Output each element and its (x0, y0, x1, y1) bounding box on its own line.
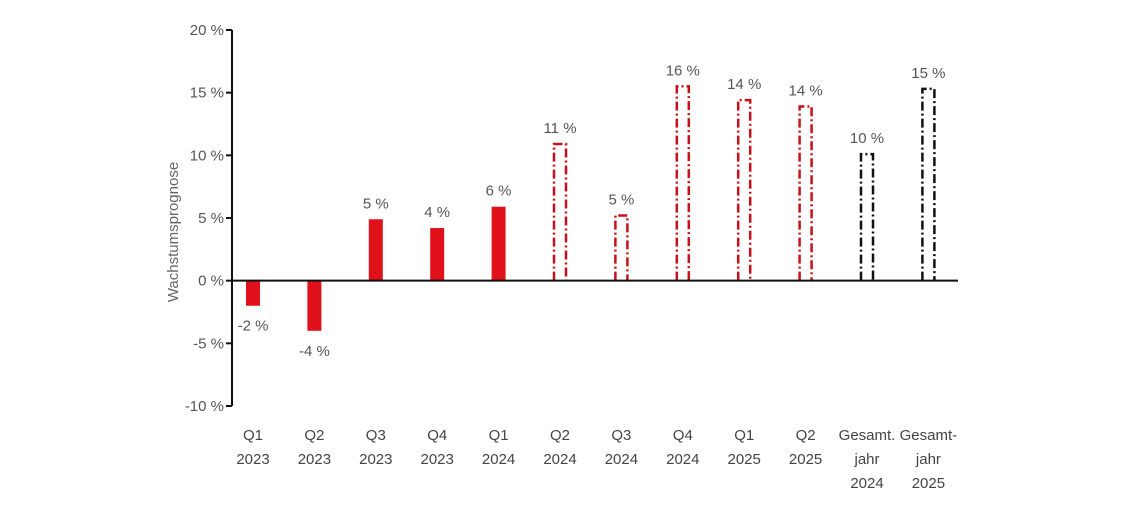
y-tick-label: 15 % (190, 85, 224, 102)
bar (246, 280, 260, 306)
bar (491, 206, 506, 281)
y-tick-label: 5 % (198, 210, 224, 227)
data-label: 14 % (727, 76, 761, 93)
y-tick-label: 20 % (190, 22, 224, 39)
y-axis: 20 % 15 % 10 % 5 % 0 % -5 % -10 % (185, 22, 233, 415)
data-label: 6 % (486, 183, 512, 200)
x-tick-label: Q2 2024 (543, 427, 576, 468)
x-tick-label: Q1 2023 (236, 427, 269, 468)
data-label: 11 % (543, 120, 576, 137)
data-label: 14 % (788, 82, 822, 99)
data-labels: -2 % -4 % 5 % 4 % 6 % 11 % 5 % 16 % 14 % 14 % 10 %… (238, 62, 946, 359)
x-tick-label: Q4 2023 (421, 427, 454, 468)
x-tick-label: Q3 2024 (605, 427, 638, 468)
x-tick-label: Q2 2023 (298, 427, 331, 468)
x-tick-label: Gesamt-jahr 2025 (900, 427, 958, 492)
data-label: 16 % (666, 62, 700, 79)
x-tick-label: Q2 2025 (789, 427, 822, 468)
y-tick-label: 10 % (190, 147, 224, 164)
y-tick-label: -5 % (193, 335, 224, 352)
bar (307, 280, 322, 331)
x-tick-label: Gesamt. jahr 2024 (839, 427, 896, 492)
data-label: 5 % (363, 195, 389, 212)
data-label: 10 % (850, 130, 884, 147)
data-label: -4 % (299, 343, 330, 360)
y-axis-title: Wachstumsprognose (165, 162, 182, 302)
bar (430, 228, 445, 281)
data-label: 5 % (608, 191, 634, 208)
bar-forecast (798, 105, 813, 281)
data-label: -2 % (238, 318, 269, 335)
bar-forecast (552, 142, 568, 281)
x-tick-label: Q1 2025 (728, 427, 761, 468)
data-label: 4 % (424, 204, 450, 221)
x-tick-label: Q3 2023 (359, 427, 392, 468)
bar-forecast (675, 85, 691, 281)
x-tick-label: Q4 2024 (666, 427, 699, 468)
y-tick-label: 0 % (198, 273, 224, 290)
x-tick-label: Q1 2024 (482, 427, 515, 468)
x-axis: Q1 2023 Q2 2023 Q3 2023 Q4 2023 Q1 2024 Q2 2024 Q3 20… (232, 279, 958, 492)
bar-forecast (859, 152, 875, 281)
bar-forecast (921, 87, 936, 281)
bar-forecast (614, 214, 629, 281)
data-label: 15 % (911, 65, 945, 82)
y-tick-label: -10 % (185, 398, 224, 415)
bar-forecast (736, 98, 752, 281)
bars (246, 85, 936, 331)
bar (368, 219, 383, 281)
